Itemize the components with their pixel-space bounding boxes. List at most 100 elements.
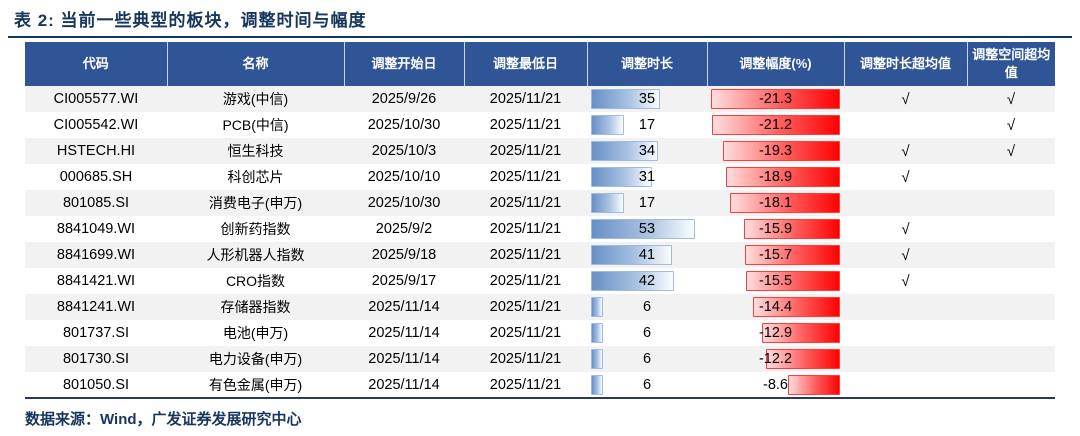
code-cell: HSTECH.HI: [56, 143, 136, 159]
table-row: 801737.SI 电池(申万) 2025/11/14 2025/11/21 6 -12.…: [25, 320, 1055, 346]
start-date-cell: 2025/11/14: [368, 299, 440, 315]
magnitude-bar-wrap: -15.7: [711, 245, 840, 265]
magnitude-value: -12.2: [758, 351, 793, 367]
table-row: HSTECH.HI 恒生科技 2025/10/3 2025/11/21 34 -19.3 √…: [25, 138, 1055, 164]
table-row: 801085.SI 消费电子(申万) 2025/10/30 2025/11/21 17 -…: [25, 190, 1055, 216]
code-cell: 801085.SI: [62, 195, 130, 211]
magnitude-bar: [723, 141, 840, 161]
name-cell: 科创芯片: [227, 169, 284, 185]
duration-value: 42: [638, 273, 656, 289]
duration-cell: 17: [587, 112, 707, 138]
duration-bar-wrap: 6: [591, 374, 703, 395]
duration-bar: [591, 115, 625, 135]
name-cell: 存储器指数: [220, 299, 291, 315]
table-row: 8841049.WI 创新药指数 2025/9/2 2025/11/21 53 -15.9…: [25, 216, 1055, 242]
magnitude-cell: -15.9: [707, 216, 844, 242]
table-row: 000685.SH 科创芯片 2025/10/10 2025/11/21 31 -18.9…: [25, 164, 1055, 190]
column-header-4: 调整时长: [587, 42, 708, 86]
duration-bar-wrap: 42: [591, 271, 703, 291]
duration-cell: 6: [587, 372, 707, 398]
magnitude-value: -18.1: [758, 195, 793, 211]
duration-over-mean-cell: [844, 294, 967, 320]
duration-bar-wrap: 6: [591, 323, 703, 343]
table-row: 801050.SI 有色金属(申万) 2025/11/14 2025/11/21 6 -8…: [25, 372, 1055, 398]
magnitude-bar: [746, 271, 840, 291]
magnitude-cell: -15.7: [707, 242, 844, 268]
space-over-mean-cell: √: [1006, 116, 1016, 134]
start-date-cell: 2025/11/14: [368, 351, 440, 367]
space-over-mean-cell: [967, 346, 1055, 372]
column-header-5: 调整幅度(%): [707, 42, 845, 86]
magnitude-value: -19.3: [758, 143, 793, 159]
duration-over-mean-cell: [844, 372, 967, 398]
code-cell: 801730.SI: [62, 351, 130, 367]
space-over-mean-cell: [967, 268, 1055, 294]
duration-cell: 17: [587, 190, 707, 216]
magnitude-value: -21.3: [758, 91, 793, 107]
magnitude-bar: [711, 115, 840, 135]
duration-cell: 42: [587, 268, 707, 294]
sector-adjustment-table: 代码 名称 调整开始日 调整最低日 调整时长 调整幅度(%) 调整时长超均值 调整空间超均值 …: [25, 42, 1055, 399]
magnitude-bar: [752, 297, 840, 317]
duration-cell: 6: [587, 346, 707, 372]
start-date-cell: 2025/9/17: [371, 273, 437, 289]
report-table-page: 表 2: 当前一些典型的板块，调整时间与幅度 代码 名称 调整开始日 调整最低日 调整时…: [0, 6, 1080, 436]
duration-bar: [591, 167, 652, 187]
name-cell: 恒生科技: [227, 143, 284, 159]
magnitude-bar: [766, 349, 840, 369]
magnitude-bar-wrap: -18.1: [711, 193, 840, 213]
duration-value: 17: [638, 117, 656, 133]
column-header-1: 名称: [167, 42, 345, 86]
start-date-cell: 2025/9/26: [371, 91, 437, 107]
code-cell: 8841049.WI: [56, 221, 136, 237]
magnitude-bar: [711, 89, 840, 109]
title-underline: [8, 36, 1072, 38]
magnitude-bar: [743, 219, 840, 239]
duration-cell: 53: [587, 216, 707, 242]
magnitude-value: -21.2: [758, 117, 793, 133]
magnitude-cell: -21.2: [707, 112, 844, 138]
duration-over-mean-cell: [844, 346, 967, 372]
magnitude-bar-wrap: -12.2: [711, 349, 840, 369]
magnitude-cell: -12.2: [707, 346, 844, 372]
low-date-cell: 2025/11/21: [489, 325, 562, 341]
duration-over-mean-cell: √: [901, 220, 910, 238]
space-over-mean-cell: [967, 294, 1055, 320]
duration-bar: [591, 141, 658, 161]
duration-value: 6: [642, 299, 652, 315]
duration-value: 53: [638, 221, 656, 237]
magnitude-cell: -21.3: [707, 86, 844, 112]
low-date-cell: 2025/11/21: [489, 299, 562, 315]
duration-bar-wrap: 34: [591, 141, 703, 161]
magnitude-value: -8.6: [763, 376, 788, 393]
duration-over-mean-cell: √: [901, 272, 910, 290]
magnitude-value: -15.7: [758, 247, 793, 263]
duration-bar: [591, 374, 603, 395]
space-over-mean-cell: √: [1006, 90, 1016, 108]
code-cell: CI005542.WI: [53, 117, 139, 133]
magnitude-bar: [787, 374, 840, 395]
magnitude-cell: -14.4: [707, 294, 844, 320]
column-header-7: 调整空间超均值: [967, 42, 1055, 86]
duration-bar-wrap: 53: [591, 219, 703, 239]
magnitude-value: -14.4: [758, 299, 793, 315]
duration-cell: 6: [587, 320, 707, 346]
space-over-mean-cell: [967, 190, 1055, 216]
duration-over-mean-cell: √: [901, 168, 910, 186]
duration-value: 41: [638, 247, 656, 263]
table-row: 8841421.WI CRO指数 2025/9/17 2025/11/21 42 -15.…: [25, 268, 1055, 294]
magnitude-bar-wrap: -21.3: [711, 89, 840, 109]
duration-value: 6: [642, 351, 652, 367]
magnitude-cell: -15.5: [707, 268, 844, 294]
duration-cell: 6: [587, 294, 707, 320]
start-date-cell: 2025/10/30: [367, 117, 441, 133]
duration-over-mean-cell: [844, 112, 967, 138]
code-cell: 8841699.WI: [56, 247, 136, 263]
duration-bar: [591, 297, 603, 317]
low-date-cell: 2025/11/21: [489, 117, 562, 133]
magnitude-bar-wrap: -18.9: [711, 167, 840, 187]
code-cell: CI005577.WI: [53, 91, 139, 107]
start-date-cell: 2025/10/3: [371, 143, 437, 159]
start-date-cell: 2025/11/14: [368, 376, 440, 393]
column-header-6: 调整时长超均值: [844, 42, 968, 86]
